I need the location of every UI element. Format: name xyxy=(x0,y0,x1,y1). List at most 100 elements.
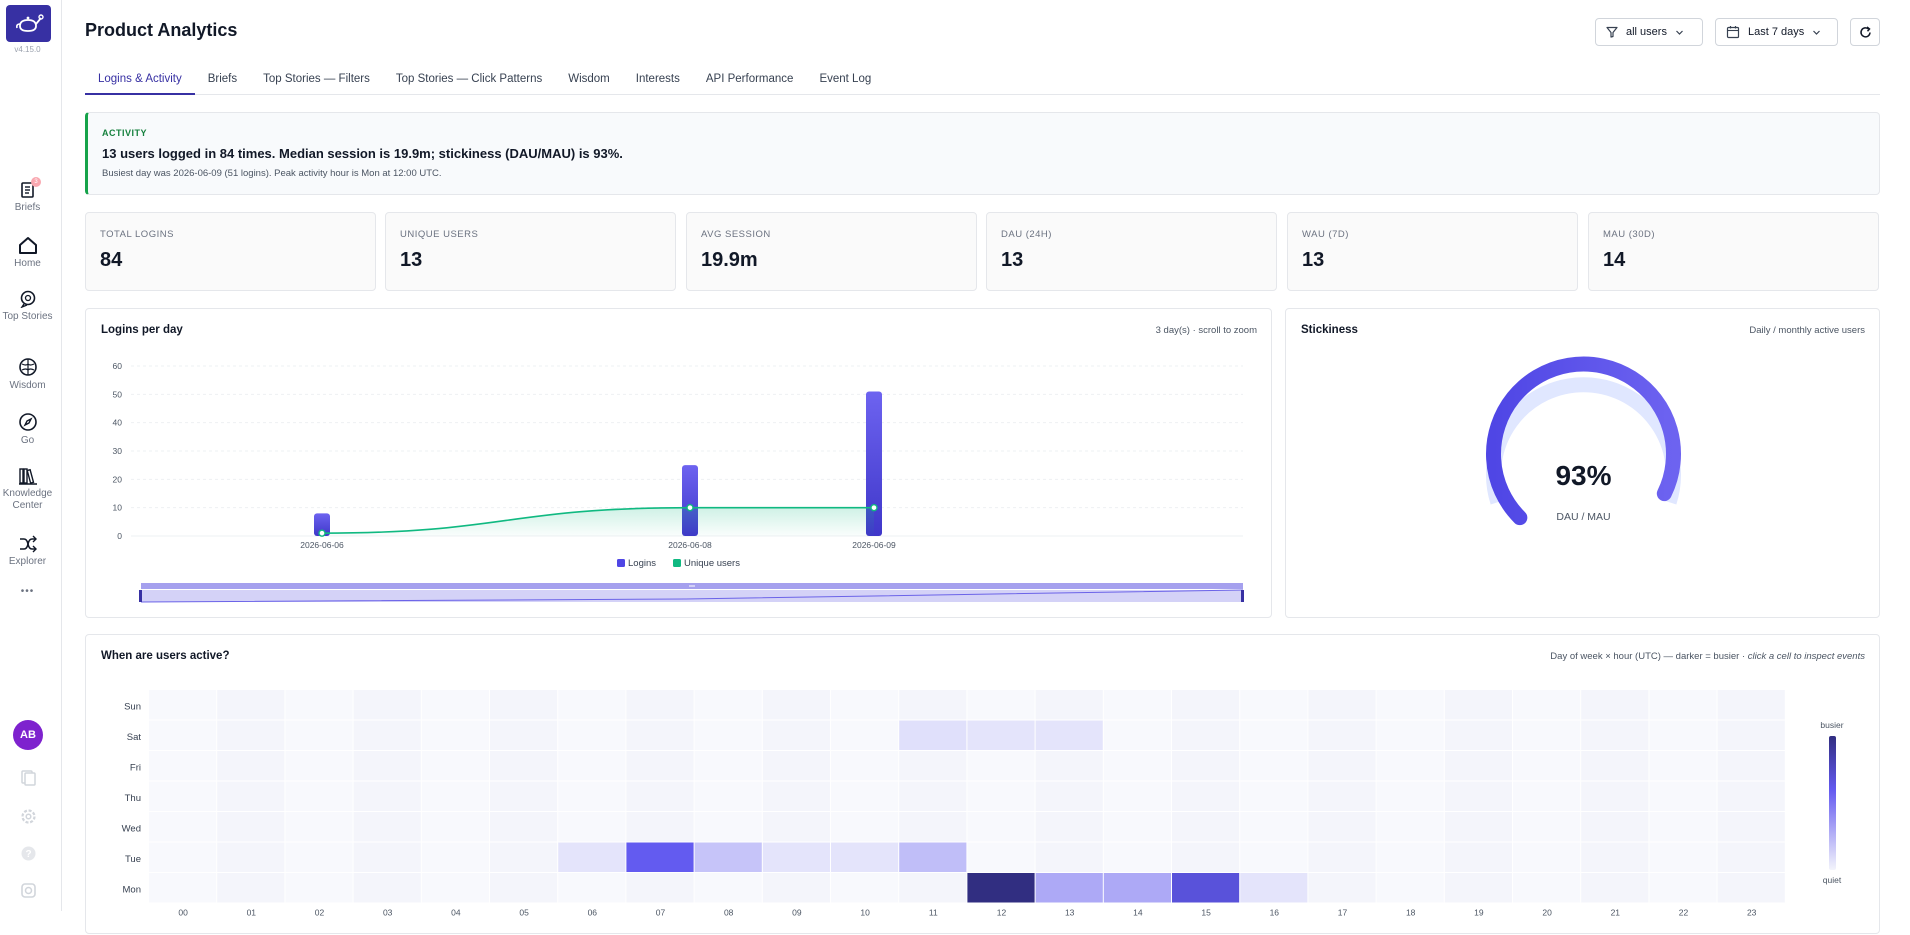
heatmap-cell[interactable] xyxy=(490,751,558,781)
heatmap-cell[interactable] xyxy=(1513,690,1581,720)
date-range-dropdown[interactable]: Last 7 days xyxy=(1715,18,1838,46)
heatmap-cell[interactable] xyxy=(1444,690,1512,720)
heatmap-cell[interactable] xyxy=(217,812,285,842)
heatmap-cell[interactable] xyxy=(626,690,694,720)
heatmap-cell[interactable] xyxy=(1240,842,1308,873)
heatmap-cell[interactable] xyxy=(831,842,899,873)
heatmap-cell[interactable] xyxy=(762,751,830,781)
heatmap-cell[interactable] xyxy=(490,690,558,720)
heatmap-cell[interactable] xyxy=(1103,751,1171,781)
heatmap-cell[interactable] xyxy=(421,873,489,903)
heatmap-cell[interactable] xyxy=(1103,690,1171,720)
heatmap-cell[interactable] xyxy=(1103,873,1171,903)
heatmap-cell[interactable] xyxy=(899,812,967,842)
gear-icon[interactable] xyxy=(20,808,37,825)
heatmap-cell[interactable] xyxy=(899,720,967,751)
heatmap-cell[interactable] xyxy=(1649,781,1717,812)
heatmap-cell[interactable] xyxy=(558,812,626,842)
heatmap-cell[interactable] xyxy=(1308,842,1376,873)
heatmap-cell[interactable] xyxy=(421,812,489,842)
heatmap-cell[interactable] xyxy=(762,690,830,720)
heatmap-cell[interactable] xyxy=(967,873,1035,903)
heatmap-cell[interactable] xyxy=(1240,781,1308,812)
heatmap-cell[interactable] xyxy=(626,842,694,873)
heatmap-cell[interactable] xyxy=(1376,751,1444,781)
heatmap-cell[interactable] xyxy=(285,842,353,873)
heatmap-cell[interactable] xyxy=(1649,751,1717,781)
heatmap-cell[interactable] xyxy=(1649,842,1717,873)
heatmap-cell[interactable] xyxy=(1513,720,1581,751)
heatmap-cell[interactable] xyxy=(1035,812,1103,842)
tab-interests[interactable]: Interests xyxy=(635,73,680,85)
heatmap-cell[interactable] xyxy=(967,842,1035,873)
heatmap-cell[interactable] xyxy=(1308,781,1376,812)
heatmap-cell[interactable] xyxy=(1308,751,1376,781)
heatmap-cell[interactable] xyxy=(1649,812,1717,842)
heatmap-cell[interactable] xyxy=(694,812,762,842)
sidebar-item-home[interactable]: Home xyxy=(0,235,55,270)
heatmap-cell[interactable] xyxy=(1444,720,1512,751)
heatmap-cell[interactable] xyxy=(353,873,421,903)
heatmap-cell[interactable] xyxy=(694,720,762,751)
heatmap-cell[interactable] xyxy=(967,751,1035,781)
heatmap-cell[interactable] xyxy=(490,812,558,842)
heatmap-cell[interactable] xyxy=(149,812,217,842)
more-menu[interactable]: ••• xyxy=(20,586,35,597)
heatmap-cell[interactable] xyxy=(1035,873,1103,903)
heatmap-cell[interactable] xyxy=(1717,842,1785,873)
heatmap-cell[interactable] xyxy=(1240,690,1308,720)
heatmap-cell[interactable] xyxy=(149,720,217,751)
heatmap-cell[interactable] xyxy=(967,812,1035,842)
tab-top-stories-filters[interactable]: Top Stories — Filters xyxy=(263,73,370,85)
sidebar-item-go[interactable]: Go xyxy=(0,412,55,447)
heatmap-cell[interactable] xyxy=(1172,781,1240,812)
heatmap-cell[interactable] xyxy=(1581,690,1649,720)
heatmap-cell[interactable] xyxy=(1581,751,1649,781)
heatmap-cell[interactable] xyxy=(490,842,558,873)
heatmap-cell[interactable] xyxy=(1376,781,1444,812)
heatmap-cell[interactable] xyxy=(217,842,285,873)
heatmap-cell[interactable] xyxy=(1376,690,1444,720)
heatmap-cell[interactable] xyxy=(1172,873,1240,903)
heatmap-cell[interactable] xyxy=(1103,720,1171,751)
heatmap-cell[interactable] xyxy=(1172,720,1240,751)
heatmap-cell[interactable] xyxy=(831,690,899,720)
heatmap-cell[interactable] xyxy=(490,873,558,903)
activity-heatmap[interactable]: Sun Sat Fri Thu Wed Tue Mon 00 01 02 03 04 05 06 07 08 0… xyxy=(86,635,1881,935)
sidebar-item-wisdom[interactable]: Wisdom xyxy=(0,357,55,392)
heatmap-cell[interactable] xyxy=(831,751,899,781)
tab-event-log[interactable]: Event Log xyxy=(819,73,872,85)
heatmap-cell[interactable] xyxy=(1717,720,1785,751)
heatmap-cell[interactable] xyxy=(626,720,694,751)
heatmap-cell[interactable] xyxy=(1308,720,1376,751)
heatmap-cell[interactable] xyxy=(694,873,762,903)
heatmap-cell[interactable] xyxy=(285,751,353,781)
heatmap-cell[interactable] xyxy=(1172,842,1240,873)
heatmap-cell[interactable] xyxy=(831,812,899,842)
heatmap-cell[interactable] xyxy=(694,690,762,720)
heatmap-cell[interactable] xyxy=(1172,751,1240,781)
heatmap-cell[interactable] xyxy=(1240,751,1308,781)
heatmap-cell[interactable] xyxy=(1581,812,1649,842)
heatmap-cell[interactable] xyxy=(558,781,626,812)
tab-logins-activity[interactable]: Logins & Activity xyxy=(85,68,195,95)
heatmap-cell[interactable] xyxy=(217,781,285,812)
heatmap-cell[interactable] xyxy=(1649,873,1717,903)
heatmap-cell[interactable] xyxy=(1717,690,1785,720)
heatmap-cell[interactable] xyxy=(149,690,217,720)
heatmap-cell[interactable] xyxy=(626,873,694,903)
heatmap-cell[interactable] xyxy=(1444,873,1512,903)
heatmap-cell[interactable] xyxy=(762,812,830,842)
sidebar-item-top-stories[interactable]: Top Stories xyxy=(0,290,55,323)
heatmap-cell[interactable] xyxy=(1035,751,1103,781)
heatmap-cell[interactable] xyxy=(285,720,353,751)
heatmap-cell[interactable] xyxy=(421,690,489,720)
docs-icon[interactable] xyxy=(20,769,37,786)
heatmap-cell[interactable] xyxy=(217,720,285,751)
heatmap-cell[interactable] xyxy=(1035,842,1103,873)
sidebar-item-explorer[interactable]: Explorer xyxy=(0,535,55,568)
heatmap-cell[interactable] xyxy=(285,690,353,720)
heatmap-cell[interactable] xyxy=(1649,720,1717,751)
heatmap-cell[interactable] xyxy=(762,781,830,812)
heatmap-cell[interactable] xyxy=(1103,842,1171,873)
